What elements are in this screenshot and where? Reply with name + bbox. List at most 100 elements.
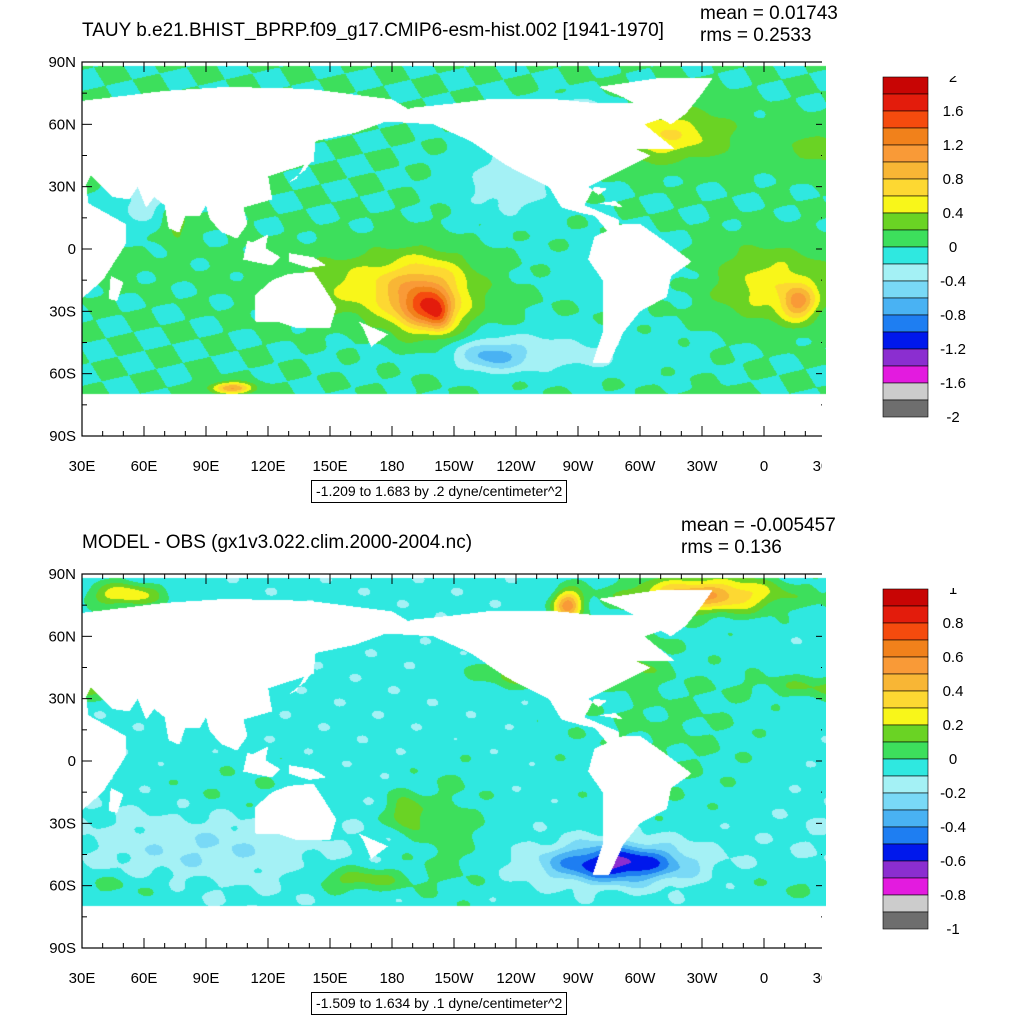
mean-value: mean = -0.005457 — [681, 515, 836, 536]
lat-label: 90N — [48, 566, 76, 583]
mean-value: mean = 0.01743 — [700, 3, 838, 24]
colorbar-label: -1.6 — [940, 375, 966, 392]
colorbar-swatch — [882, 212, 929, 231]
colorbar-label: 0.4 — [943, 683, 964, 700]
colorbar-label: 1.6 — [943, 103, 964, 120]
colorbar-swatch — [882, 161, 929, 180]
colorbar-label: -1.2 — [940, 341, 966, 358]
lon-label: 180 — [379, 970, 404, 987]
colorbar-swatch — [882, 263, 929, 282]
range-info: -1.209 to 1.683 by .2 dyne/centimeter^2 — [311, 480, 568, 503]
lat-label: 60N — [48, 628, 76, 645]
colorbar-swatch — [882, 639, 929, 658]
colorbar-swatch — [882, 382, 929, 401]
lat-label: 60N — [48, 116, 76, 133]
colorbar-swatch — [882, 365, 929, 384]
colorbar-label: -0.6 — [940, 853, 966, 870]
colorbar-label: -0.4 — [940, 819, 966, 836]
colorbar-swatch — [882, 127, 929, 146]
colorbar-swatch — [882, 280, 929, 299]
colorbar-label: 0 — [949, 751, 957, 768]
range-info: -1.509 to 1.634 by .1 dyne/centimeter^2 — [311, 992, 568, 1015]
colorbar-swatch — [882, 724, 929, 743]
panel-top: TAUY b.e21.BHIST_BPRP.f09_g17.CMIP6-esm-… — [48, 3, 966, 503]
colorbar-swatch — [882, 348, 929, 367]
map-plot: 90N 60N 30N 0 30S 60S 90S 30E 60E 90E 120E 150E 180 1… — [48, 566, 826, 987]
lat-label: 0 — [68, 753, 76, 770]
map-axes: 90N 60N 30N 0 30S 60S 90S 30E 60E 90E 120E 150E 180 1… — [48, 54, 822, 475]
lat-label: 0 — [68, 241, 76, 258]
colorbar-swatch — [882, 690, 929, 709]
lon-label: 30E — [813, 458, 822, 475]
colorbar-swatch — [882, 843, 929, 862]
colorbar-label: 0.8 — [943, 615, 964, 632]
colorbar-swatch — [882, 76, 929, 95]
colorbar-swatch — [882, 741, 929, 760]
lon-label: 150W — [434, 970, 474, 987]
colorbar-swatch — [882, 877, 929, 896]
lon-label: 30E — [69, 458, 96, 475]
lon-label: 60W — [625, 970, 657, 987]
colorbar-label: 1 — [949, 588, 957, 598]
plot-title: TAUY b.e21.BHIST_BPRP.f09_g17.CMIP6-esm-… — [82, 20, 664, 41]
colorbar-swatch — [882, 195, 929, 214]
lon-label: 90W — [563, 458, 595, 475]
rms-value: rms = 0.136 — [681, 537, 782, 558]
colorbar-swatch — [882, 605, 929, 624]
colorbar-label: -2 — [946, 409, 959, 426]
colorbar-label: 0 — [949, 239, 957, 256]
colorbar-swatch — [882, 622, 929, 641]
colorbar-swatch — [882, 178, 929, 197]
colorbar-swatch — [882, 246, 929, 265]
lon-label: 150W — [434, 458, 474, 475]
colorbar-swatch — [882, 809, 929, 828]
colorbar-swatch — [882, 894, 929, 913]
lon-label: 30W — [687, 970, 719, 987]
lon-label: 30E — [69, 970, 96, 987]
colorbar-label: 0.4 — [943, 205, 964, 222]
lon-label: 150E — [312, 970, 347, 987]
colorbar-label: -1 — [946, 921, 959, 938]
colorbar-swatch — [882, 758, 929, 777]
colorbar-swatch — [882, 673, 929, 692]
lon-label: 90W — [563, 970, 595, 987]
colorbar-swatch — [882, 860, 929, 879]
colorbar-swatch — [882, 911, 929, 930]
lon-label: 120E — [250, 970, 285, 987]
colorbar-label: -0.8 — [940, 887, 966, 904]
lon-label: 60E — [131, 458, 158, 475]
lon-label: 120W — [496, 458, 536, 475]
lon-label: 120E — [250, 458, 285, 475]
lon-label: 30W — [687, 458, 719, 475]
rms-value: rms = 0.2533 — [700, 25, 812, 46]
colorbar-swatch — [882, 331, 929, 350]
lon-label: 90E — [193, 458, 220, 475]
lat-label: 60S — [49, 878, 76, 895]
lat-label: 30S — [49, 815, 76, 832]
colorbar-label: -0.4 — [940, 273, 966, 290]
colorbar-swatch — [882, 588, 929, 607]
lon-label: 0 — [760, 458, 768, 475]
colorbar-swatch — [882, 775, 929, 794]
lon-label: 60W — [625, 458, 657, 475]
plot-frame — [81, 61, 822, 437]
lat-label: 30N — [48, 179, 76, 196]
colorbar-label: 2 — [949, 76, 957, 86]
colorbar-label: 0.6 — [943, 649, 964, 666]
lat-label: 60S — [49, 366, 76, 383]
colorbar-swatch — [882, 792, 929, 811]
map-plot: 90N 60N 30N 0 30S 60S 90S 30E 60E 90E 120E 150E 180 1… — [48, 54, 826, 475]
map-field — [82, 62, 826, 436]
colorbar-swatch — [882, 826, 929, 845]
colorbar-swatch — [882, 399, 929, 418]
lon-label: 30E — [813, 970, 822, 987]
lon-label: 0 — [760, 970, 768, 987]
map-field — [82, 574, 826, 948]
lon-label: 120W — [496, 970, 536, 987]
lon-label: 150E — [312, 458, 347, 475]
colorbar-swatch — [882, 656, 929, 675]
lat-label: 90N — [48, 54, 76, 71]
colorbar-label: -0.2 — [940, 785, 966, 802]
colorbar-swatch — [882, 314, 929, 333]
colorbar-swatch — [882, 110, 929, 129]
